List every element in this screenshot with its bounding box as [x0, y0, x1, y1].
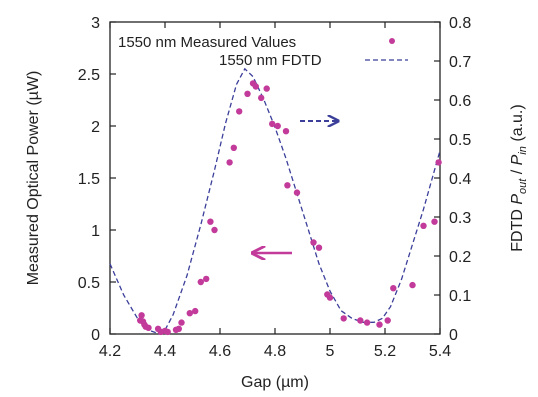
y-left-tick-label: 2 — [91, 119, 100, 136]
y-left-tick-label: 0.5 — [78, 275, 100, 292]
y-right-tick-label: 0.3 — [449, 210, 471, 227]
x-axis-label: Gap (µm) — [241, 374, 309, 391]
data-point — [197, 278, 204, 286]
data-point — [357, 317, 364, 324]
data-point — [390, 285, 397, 292]
y-left-tick-label: 1.5 — [78, 171, 100, 188]
data-point — [315, 244, 323, 251]
y-axis-right: 0 0.1 0.2 0.3 0.4 0.5 0.6 0.7 0.8 — [434, 15, 471, 344]
data-point — [211, 226, 218, 234]
data-point — [363, 319, 371, 326]
series-fdtd-line — [109, 67, 441, 335]
data-point — [274, 122, 281, 130]
x-tick-label: 5 — [326, 343, 335, 360]
y-right-tick-label: 0.7 — [449, 54, 471, 71]
y-right-tick-label: 0 — [449, 327, 458, 344]
data-point — [244, 90, 251, 98]
series-measured-points — [137, 80, 442, 336]
data-point — [252, 83, 259, 90]
data-point — [230, 144, 237, 151]
data-point — [376, 321, 383, 328]
y-left-tick-label: 2.5 — [78, 67, 100, 84]
data-point — [326, 294, 334, 301]
y-right-tick-label: 0.6 — [449, 93, 471, 110]
x-tick-label: 4.4 — [154, 343, 176, 360]
y-left-tick-label: 0 — [91, 327, 100, 344]
data-point — [207, 218, 214, 225]
data-point — [409, 281, 416, 289]
y-right-tick-label: 0.2 — [449, 249, 471, 266]
data-point — [282, 128, 290, 135]
data-point — [178, 319, 185, 326]
data-point — [420, 222, 427, 229]
y-left-tick-label: 3 — [91, 15, 100, 32]
data-point — [431, 218, 438, 225]
data-point — [138, 312, 145, 319]
data-point — [384, 317, 391, 324]
x-tick-label: 5.4 — [429, 343, 451, 360]
data-point — [236, 108, 243, 115]
data-point — [293, 189, 301, 196]
y-axis-left: 0 0.5 1 1.5 2 2.5 3 — [78, 15, 116, 344]
y-right-tick-label: 0.5 — [449, 132, 471, 149]
data-point — [435, 159, 442, 166]
data-point — [145, 324, 152, 331]
x-axis: 4.2 4.4 4.6 4.8 5 5.2 5.4 — [99, 22, 451, 360]
x-tick-label: 4.6 — [209, 343, 231, 360]
y-right-tick-label: 0.4 — [449, 171, 471, 188]
data-point — [186, 310, 193, 317]
x-tick-label: 4.2 — [99, 343, 121, 360]
x-tick-label: 5.2 — [374, 343, 396, 360]
legend-label-fdtd: 1550 nm FDTD — [219, 52, 322, 69]
data-point — [263, 85, 270, 92]
data-point — [340, 315, 347, 322]
y-axis-right-label: FDTD Pout / Pin (a.u.) — [509, 104, 529, 251]
data-point — [310, 239, 317, 246]
legend-marker-measured — [389, 38, 395, 44]
data-point — [164, 328, 171, 336]
y-right-tick-label: 0.1 — [449, 288, 471, 305]
data-point — [192, 307, 199, 315]
data-point — [175, 325, 182, 332]
y-axis-left-label: Measured Optical Power (µW) — [25, 71, 42, 286]
legend-label-measured: 1550 nm Measured Values — [118, 34, 296, 51]
data-point — [203, 275, 210, 283]
legend: 1550 nm Measured Values 1550 nm FDTD — [118, 34, 408, 69]
y-left-tick-label: 1 — [91, 223, 100, 240]
y-right-tick-label: 0.8 — [449, 15, 471, 32]
data-point — [269, 120, 276, 128]
data-point — [226, 159, 233, 166]
x-tick-label: 4.8 — [264, 343, 286, 360]
data-point — [258, 94, 265, 102]
data-point — [284, 182, 291, 189]
